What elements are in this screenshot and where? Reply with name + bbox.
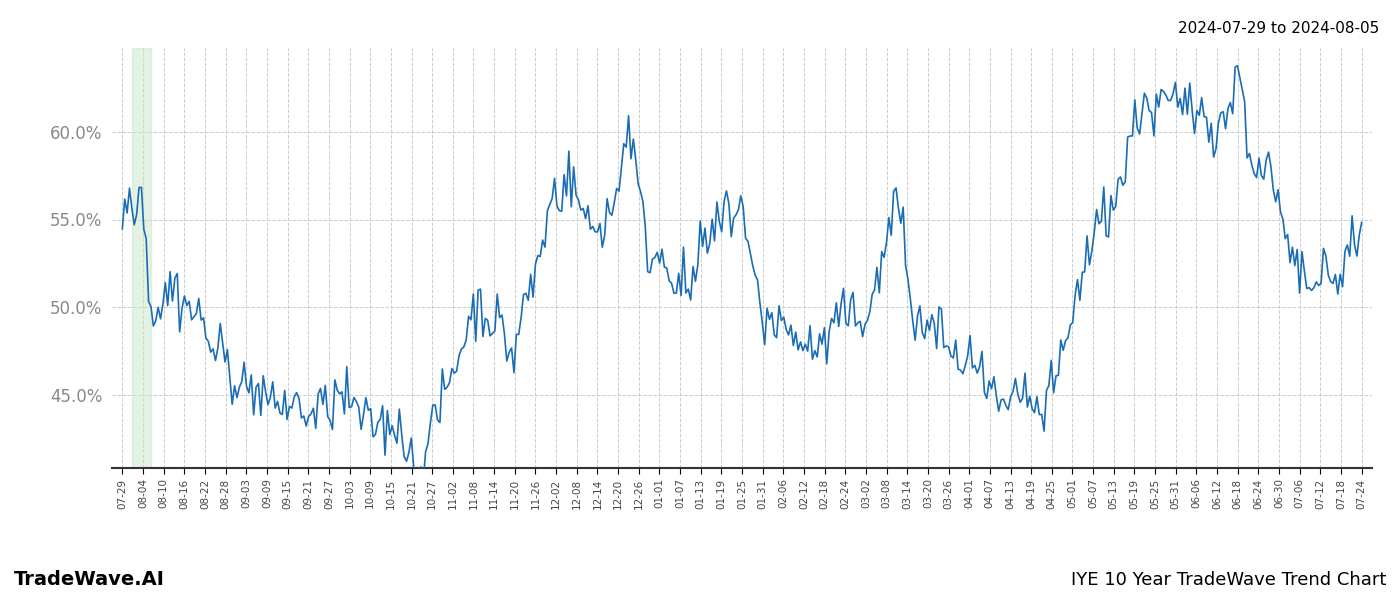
Text: IYE 10 Year TradeWave Trend Chart: IYE 10 Year TradeWave Trend Chart: [1071, 571, 1386, 589]
Text: 2024-07-29 to 2024-08-05: 2024-07-29 to 2024-08-05: [1177, 21, 1379, 36]
Bar: [132, 48, 151, 468]
Text: TradeWave.AI: TradeWave.AI: [14, 570, 165, 589]
